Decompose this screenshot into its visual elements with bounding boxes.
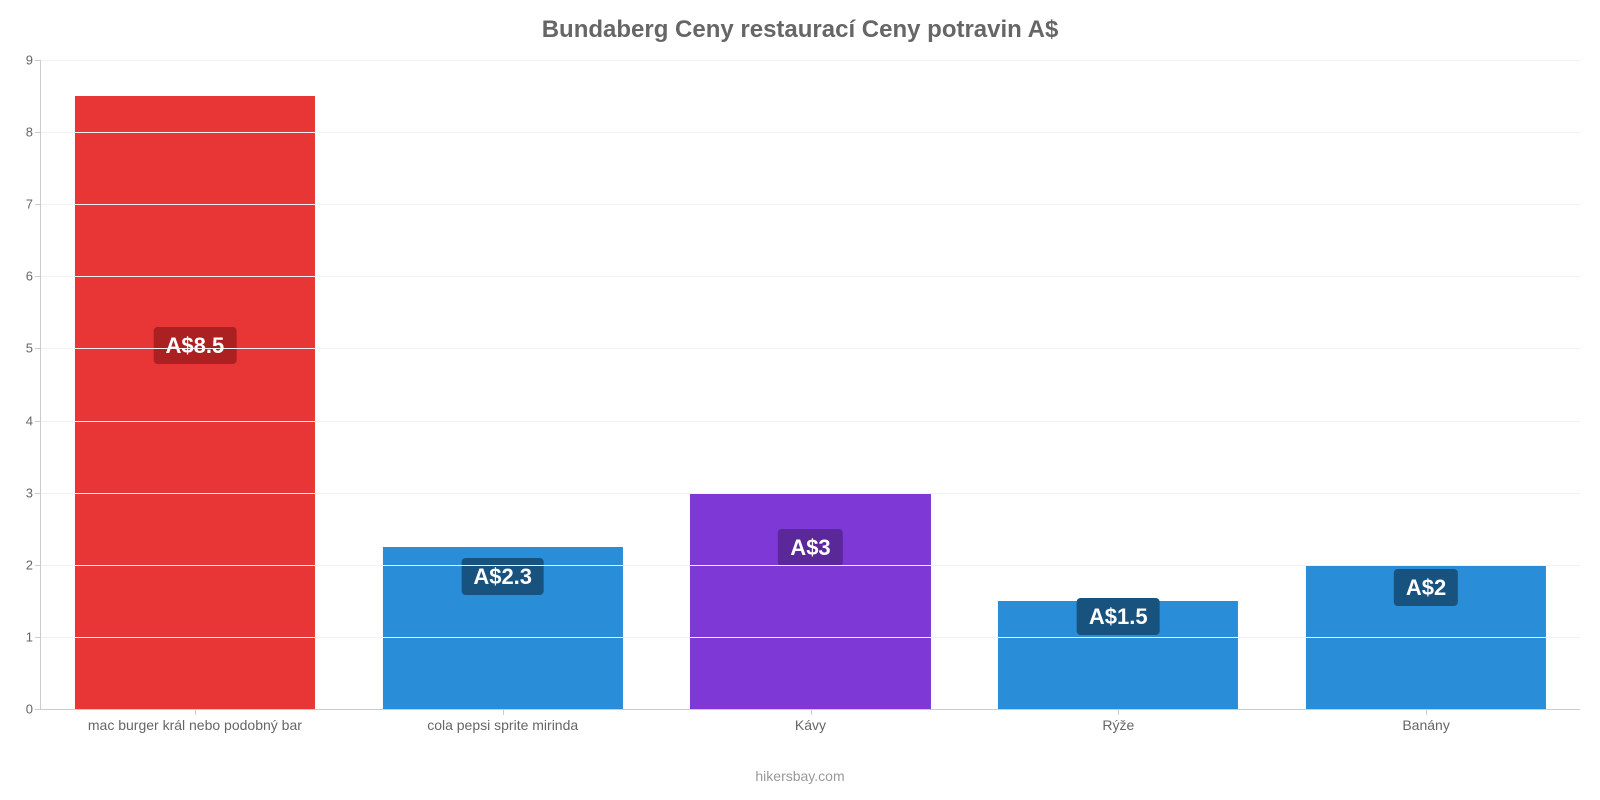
bar (690, 493, 930, 709)
grid-line (41, 276, 1580, 277)
xtick-mark (1426, 709, 1427, 715)
grid-line (41, 637, 1580, 638)
grid-line (41, 421, 1580, 422)
ytick-mark (35, 132, 41, 133)
bar-slot: A$2.3cola pepsi sprite mirinda (349, 60, 657, 709)
grid-line (41, 348, 1580, 349)
grid-line (41, 565, 1580, 566)
ytick-mark (35, 276, 41, 277)
grid-line (41, 132, 1580, 133)
bar-value-label: A$1.5 (1077, 598, 1160, 635)
bar-value-label: A$2 (1394, 569, 1458, 606)
ytick-mark (35, 421, 41, 422)
ytick-mark (35, 565, 41, 566)
ytick-mark (35, 637, 41, 638)
ytick-mark (35, 709, 41, 710)
chart-footer: hikersbay.com (0, 768, 1600, 784)
bar-value-label-wrap: A$3 (778, 535, 842, 561)
bar-slot: A$3Kávy (657, 60, 965, 709)
xtick-mark (811, 709, 812, 715)
bar-value-label: A$8.5 (154, 327, 237, 364)
grid-line (41, 493, 1580, 494)
grid-line (41, 60, 1580, 61)
bars-layer: A$8.5mac burger král nebo podobný barA$2… (41, 60, 1580, 709)
chart-container: Bundaberg Ceny restaurací Ceny potravin … (0, 0, 1600, 800)
bar-value-label-wrap: A$2.3 (461, 564, 544, 590)
bar-value-label: A$2.3 (461, 558, 544, 595)
bar-value-label-wrap: A$1.5 (1077, 604, 1160, 630)
ytick-mark (35, 493, 41, 494)
bar-value-label-wrap: A$2 (1394, 575, 1458, 601)
bar-value-label-wrap: A$8.5 (154, 333, 237, 359)
bar (75, 96, 315, 709)
ytick-mark (35, 204, 41, 205)
xtick-mark (1118, 709, 1119, 715)
grid-line (41, 204, 1580, 205)
ytick-mark (35, 348, 41, 349)
ytick-mark (35, 60, 41, 61)
bar-slot: A$8.5mac burger král nebo podobný bar (41, 60, 349, 709)
bar-slot: A$2Banány (1272, 60, 1580, 709)
chart-title: Bundaberg Ceny restaurací Ceny potravin … (0, 16, 1600, 44)
bar-value-label: A$3 (778, 529, 842, 566)
xtick-mark (503, 709, 504, 715)
plot-area: A$8.5mac burger král nebo podobný barA$2… (40, 60, 1580, 710)
bar-slot: A$1.5Rýže (964, 60, 1272, 709)
xtick-mark (195, 709, 196, 715)
